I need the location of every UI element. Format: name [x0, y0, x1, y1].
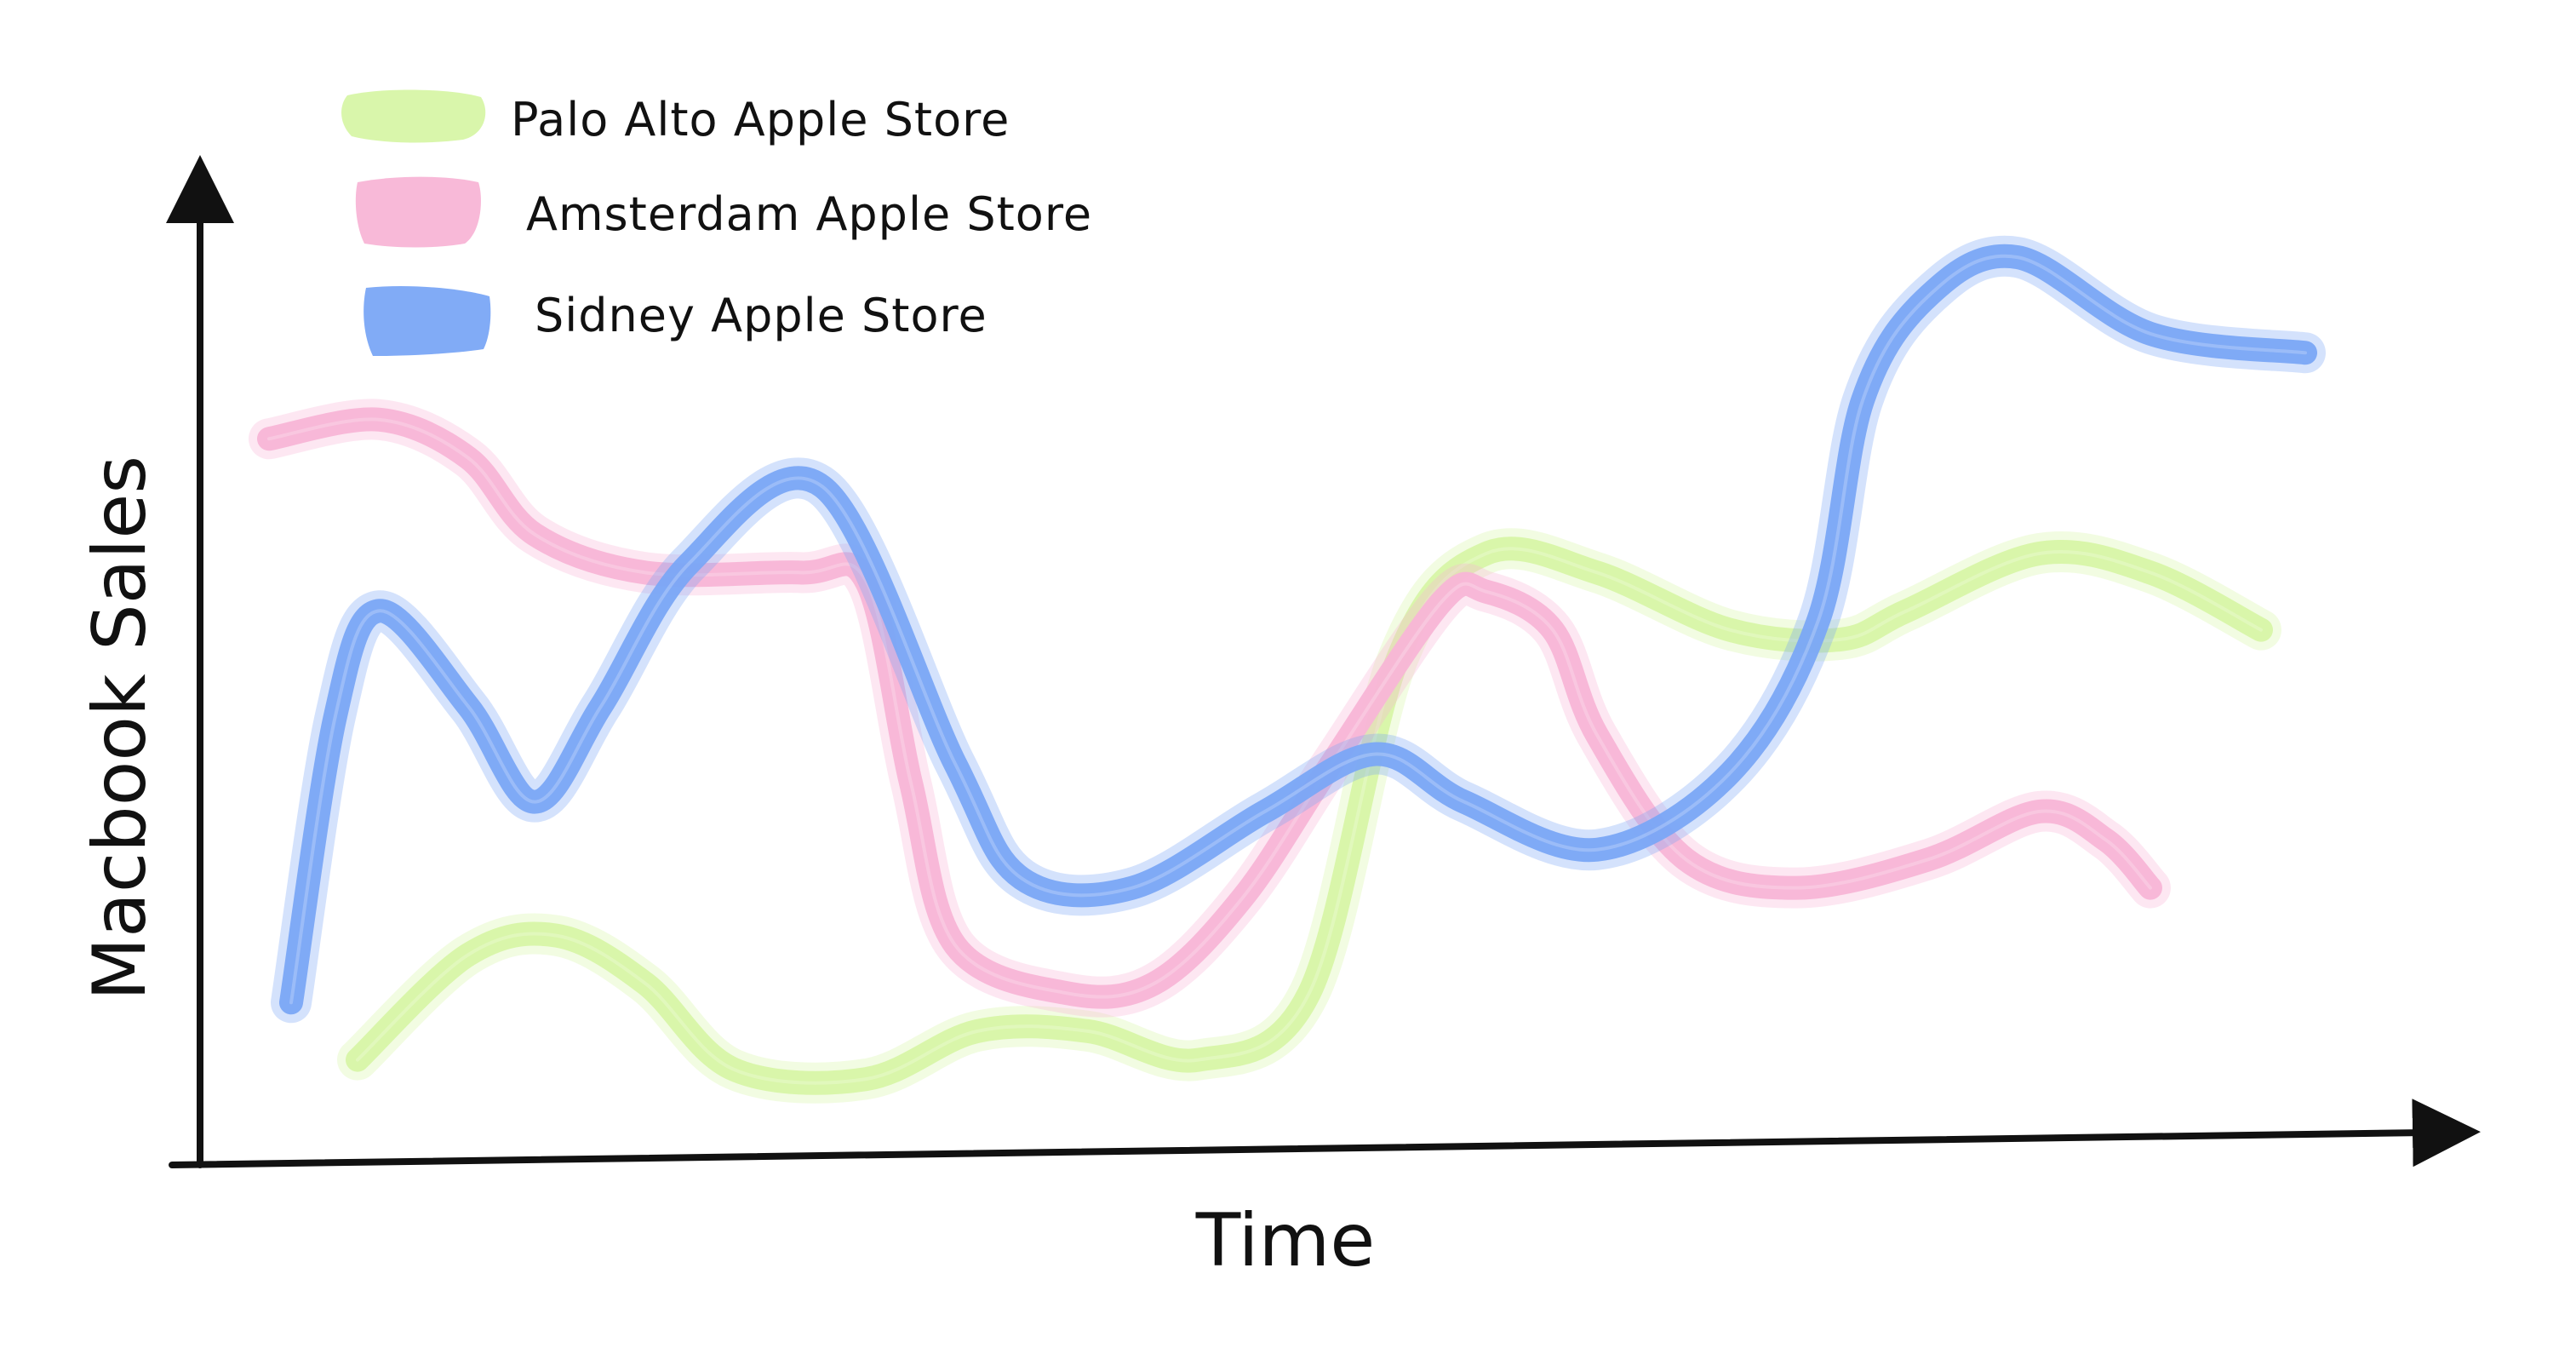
legend: Palo Alto Apple Store Amsterdam Apple St…: [341, 89, 1092, 356]
legend-label-palo-alto: Palo Alto Apple Store: [511, 93, 1010, 146]
series-palo-alto: [337, 528, 2281, 1104]
series-band-sidney: [271, 235, 2326, 1024]
series-texture-palo-alto: [356, 547, 2263, 1085]
axes: Macbook Sales Time: [77, 155, 2481, 1283]
y-axis-title: Macbook Sales: [77, 456, 163, 1001]
series-amsterdam: [249, 399, 2171, 1018]
series-line-sidney: [279, 244, 2317, 1015]
legend-label-amsterdam: Amsterdam Apple Store: [526, 187, 1092, 241]
legend-item-amsterdam: Amsterdam Apple Store: [355, 176, 1092, 248]
x-axis-title: Time: [1195, 1198, 1375, 1283]
legend-swatch-palo-alto: [341, 89, 486, 143]
series-layer: [249, 235, 2326, 1104]
legend-item-palo-alto: Palo Alto Apple Store: [341, 89, 1010, 146]
series-band-amsterdam: [249, 399, 2171, 1018]
legend-swatch-amsterdam: [355, 176, 481, 248]
series-texture-amsterdam: [267, 417, 2152, 999]
series-line-palo-alto: [346, 536, 2273, 1095]
x-axis: [169, 1099, 2481, 1168]
series-texture-sidney: [289, 254, 2307, 1005]
series-line-amsterdam: [257, 407, 2162, 1009]
legend-item-sidney: Sidney Apple Store: [364, 286, 987, 356]
legend-label-sidney: Sidney Apple Store: [535, 289, 987, 342]
series-sidney: [271, 235, 2326, 1024]
legend-swatch-sidney: [364, 286, 491, 356]
